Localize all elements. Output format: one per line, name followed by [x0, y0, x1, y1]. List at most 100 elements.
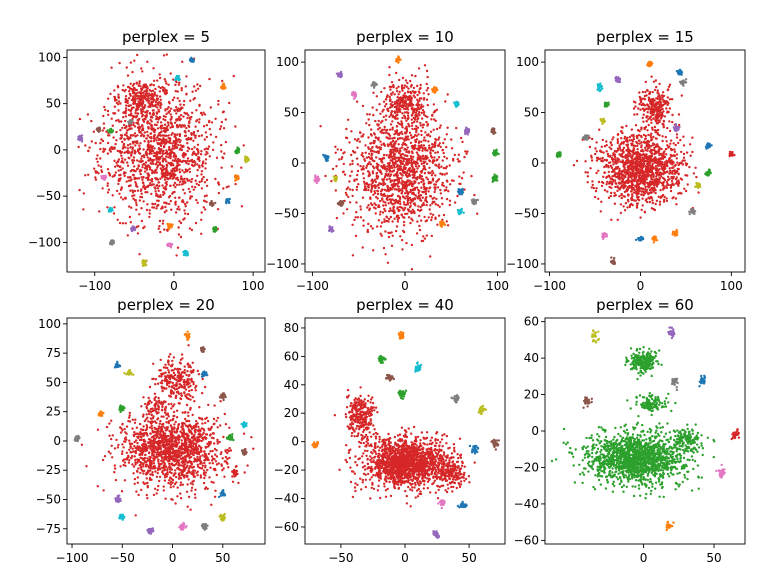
data-point — [470, 174, 473, 178]
data-point — [120, 120, 123, 123]
data-point — [131, 194, 134, 198]
data-point — [374, 180, 378, 184]
data-point — [109, 208, 112, 211]
data-point — [183, 192, 186, 195]
data-point — [162, 219, 165, 222]
data-point — [350, 130, 353, 133]
data-point — [370, 156, 374, 160]
data-point — [205, 194, 208, 197]
data-point — [634, 124, 638, 127]
data-point — [175, 108, 178, 111]
data-point — [142, 184, 146, 187]
data-point — [164, 185, 167, 188]
data-point — [200, 211, 203, 214]
data-point — [376, 189, 379, 192]
data-point — [434, 110, 437, 113]
data-point — [206, 152, 209, 155]
data-point — [146, 95, 150, 98]
data-point — [94, 176, 97, 179]
data-point — [390, 187, 393, 190]
data-point — [368, 152, 371, 155]
data-point — [177, 144, 180, 147]
data-point — [175, 75, 179, 78]
data-point — [202, 206, 205, 209]
data-point — [150, 115, 153, 119]
data-point — [359, 131, 362, 135]
data-point — [396, 176, 400, 180]
data-point — [178, 134, 182, 138]
data-point — [429, 194, 432, 198]
data-point — [593, 195, 597, 199]
data-point — [124, 98, 127, 101]
data-point — [381, 211, 385, 214]
data-point — [354, 234, 358, 238]
data-point — [423, 164, 426, 168]
data-point — [175, 141, 178, 144]
data-point — [393, 183, 397, 186]
data-point — [403, 148, 406, 151]
data-point — [246, 156, 249, 159]
data-point — [173, 181, 177, 185]
data-point — [620, 137, 623, 140]
data-point — [356, 146, 359, 149]
data-point — [369, 142, 372, 145]
data-point — [407, 116, 410, 119]
data-point — [185, 137, 188, 141]
data-point — [420, 177, 423, 181]
data-point — [594, 189, 598, 193]
data-point — [420, 162, 423, 166]
data-point — [175, 112, 178, 115]
data-point — [142, 134, 146, 137]
data-point — [378, 103, 381, 106]
data-point — [417, 90, 421, 93]
data-point — [401, 143, 404, 146]
data-point — [437, 178, 441, 181]
data-point — [184, 202, 187, 206]
data-point — [162, 89, 165, 93]
data-point — [191, 185, 194, 188]
data-point — [421, 149, 424, 152]
data-point — [143, 131, 146, 134]
data-point — [200, 170, 204, 173]
data-point — [202, 175, 205, 179]
data-point — [434, 119, 437, 123]
data-point — [176, 133, 179, 136]
data-point — [129, 189, 132, 192]
data-point — [375, 145, 378, 149]
data-point — [135, 115, 139, 118]
data-point — [369, 202, 373, 205]
data-point — [410, 136, 413, 140]
data-point — [373, 167, 376, 170]
data-point — [163, 176, 167, 179]
data-point — [142, 226, 145, 230]
data-point — [115, 130, 118, 134]
data-point — [237, 148, 241, 151]
data-point — [402, 224, 406, 227]
data-point — [379, 232, 382, 235]
data-point — [156, 121, 159, 124]
data-point — [432, 159, 436, 163]
data-point — [162, 138, 165, 141]
data-point — [195, 198, 198, 202]
data-point — [441, 181, 444, 185]
data-point — [419, 107, 422, 110]
data-point — [682, 144, 686, 147]
data-point — [391, 128, 394, 131]
data-point — [181, 60, 184, 63]
data-point — [168, 109, 171, 113]
data-point — [412, 188, 415, 191]
data-point — [129, 114, 132, 117]
data-point — [383, 218, 386, 221]
data-point — [377, 205, 380, 209]
data-point — [575, 159, 579, 163]
data-point — [106, 129, 110, 132]
data-point — [196, 158, 199, 161]
data-point — [154, 163, 158, 166]
data-point — [383, 182, 387, 186]
data-point — [414, 74, 417, 78]
data-point — [381, 128, 384, 131]
data-point — [136, 167, 139, 170]
data-point — [169, 126, 172, 129]
data-point — [119, 177, 122, 180]
data-point — [387, 172, 390, 176]
